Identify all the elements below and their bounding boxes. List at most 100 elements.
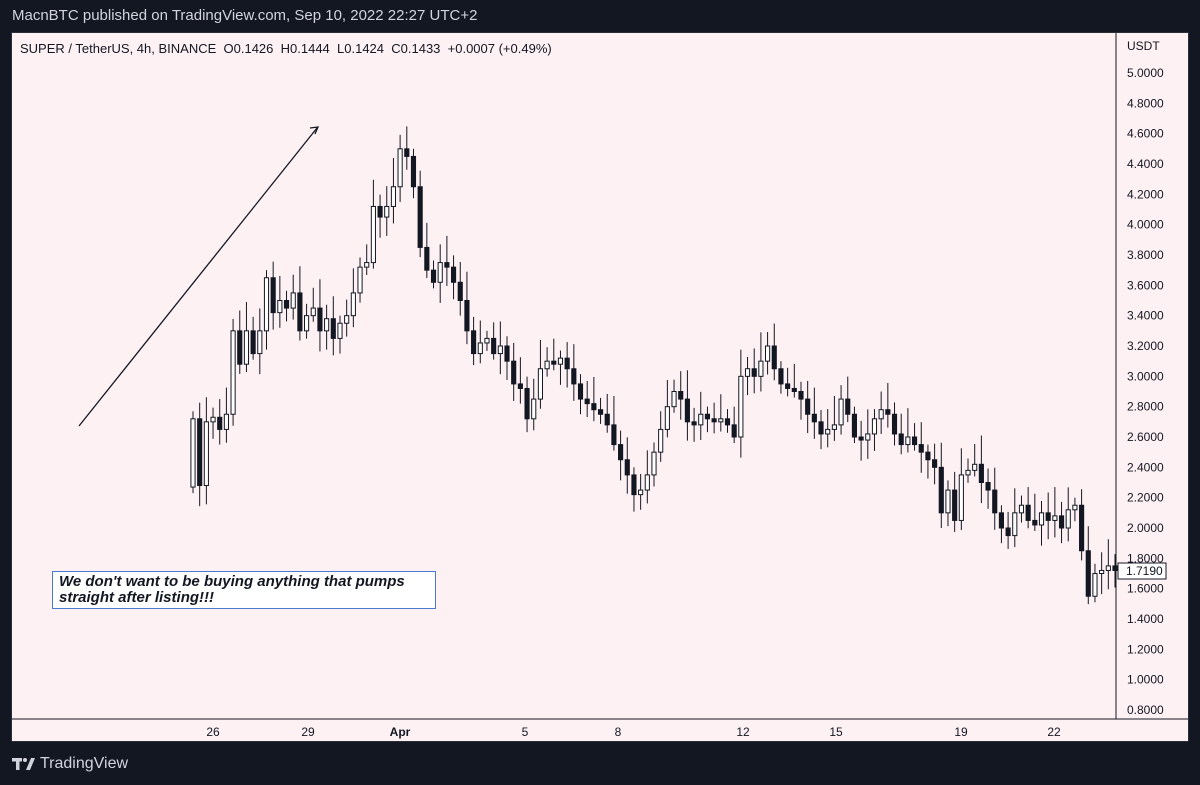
candle-body[interactable]	[611, 424, 617, 446]
candle-body[interactable]	[1025, 504, 1031, 521]
candle-body[interactable]	[851, 413, 858, 438]
candle-body[interactable]	[577, 383, 584, 400]
candle-body[interactable]	[925, 451, 931, 461]
candle-body[interactable]	[217, 416, 223, 430]
candle-body[interactable]	[744, 368, 751, 377]
candle-body[interactable]	[604, 413, 610, 426]
candle-body[interactable]	[691, 421, 697, 426]
candle-body[interactable]	[317, 307, 323, 332]
candle-body[interactable]	[805, 398, 811, 415]
candle-body[interactable]	[818, 421, 824, 435]
candle-body[interactable]	[711, 418, 717, 423]
candle-body[interactable]	[444, 262, 450, 268]
candle-body[interactable]	[858, 436, 864, 441]
candle-body[interactable]	[992, 489, 998, 514]
candle-body[interactable]	[584, 398, 590, 405]
candle-body[interactable]	[277, 300, 283, 314]
candle-body[interactable]	[524, 387, 530, 420]
candle-body[interactable]	[457, 281, 463, 302]
candle-body[interactable]	[190, 418, 196, 488]
candle-body[interactable]	[891, 413, 898, 435]
candle-body[interactable]	[597, 409, 604, 415]
candle-body[interactable]	[410, 155, 417, 188]
candle-body[interactable]	[344, 315, 350, 324]
candle-body[interactable]	[698, 413, 704, 426]
candle-body[interactable]	[898, 433, 904, 446]
candle-body[interactable]	[1005, 527, 1011, 537]
candle-body[interactable]	[1052, 515, 1058, 521]
candle-body[interactable]	[671, 391, 677, 408]
candle-body[interactable]	[471, 330, 477, 355]
candle-body[interactable]	[557, 357, 564, 365]
candle-body[interactable]	[564, 357, 570, 370]
annotation-note[interactable]: We don't want to be buying anything that…	[52, 571, 436, 609]
candle-body[interactable]	[250, 330, 256, 355]
candle-body[interactable]	[972, 463, 978, 471]
candle-body[interactable]	[758, 360, 764, 377]
candle-body[interactable]	[1018, 504, 1025, 514]
candle-body[interactable]	[1105, 565, 1111, 571]
candle-body[interactable]	[945, 489, 951, 514]
candle-body[interactable]	[1038, 512, 1045, 526]
candle-body[interactable]	[257, 330, 263, 355]
candle-body[interactable]	[704, 413, 711, 420]
candle-body[interactable]	[1072, 504, 1078, 511]
candle-body[interactable]	[230, 330, 236, 415]
candle-body[interactable]	[270, 277, 276, 314]
candle-body[interactable]	[571, 368, 577, 385]
candle-body[interactable]	[905, 436, 911, 446]
candle-body[interactable]	[384, 205, 390, 218]
candle-body[interactable]	[450, 266, 457, 283]
candle-body[interactable]	[978, 463, 984, 483]
trend-arrow-line[interactable]	[78, 127, 318, 427]
candle-body[interactable]	[464, 300, 470, 332]
candle-body[interactable]	[437, 262, 443, 283]
candle-body[interactable]	[1092, 573, 1098, 597]
candle-body[interactable]	[324, 318, 330, 332]
candle-body[interactable]	[531, 398, 537, 420]
candle-body[interactable]	[871, 418, 878, 435]
candle-body[interactable]	[831, 424, 837, 430]
candle-body[interactable]	[838, 398, 844, 426]
candle-body[interactable]	[651, 451, 657, 476]
candle-body[interactable]	[718, 418, 724, 423]
candle-body[interactable]	[1032, 519, 1038, 526]
candle-body[interactable]	[724, 418, 731, 426]
candle-body[interactable]	[765, 345, 771, 362]
candle-body[interactable]	[357, 266, 363, 294]
candle-body[interactable]	[1012, 512, 1018, 537]
candle-body[interactable]	[237, 330, 243, 365]
candle-body[interactable]	[618, 444, 624, 461]
candle-body[interactable]	[1045, 512, 1051, 521]
candle-body[interactable]	[1065, 509, 1071, 529]
candle-body[interactable]	[731, 424, 737, 438]
candle-body[interactable]	[424, 246, 430, 271]
candle-body[interactable]	[932, 459, 938, 468]
candle-body[interactable]	[771, 345, 777, 370]
candle-body[interactable]	[791, 387, 797, 393]
candle-body[interactable]	[631, 474, 637, 496]
candle-body[interactable]	[497, 345, 503, 355]
candle-body[interactable]	[310, 307, 316, 317]
candle-body[interactable]	[985, 482, 991, 491]
candle-body[interactable]	[337, 322, 343, 339]
candle-body[interactable]	[751, 368, 757, 377]
candle-body[interactable]	[644, 474, 650, 491]
candle-body[interactable]	[658, 428, 664, 453]
candle-body[interactable]	[297, 292, 303, 332]
chart-area[interactable]: USDT 5.0000 4.8000 4.6000 4.4000 4.2000 4.000…	[11, 32, 1189, 742]
candle-body[interactable]	[738, 375, 744, 438]
candle-body[interactable]	[491, 337, 497, 355]
candle-body[interactable]	[1058, 515, 1065, 529]
candle-body[interactable]	[350, 292, 356, 317]
candle-body[interactable]	[430, 269, 437, 283]
candle-body[interactable]	[537, 368, 543, 400]
candle-body[interactable]	[785, 383, 791, 389]
candle-body[interactable]	[798, 391, 804, 400]
candle-body[interactable]	[678, 391, 684, 400]
candle-body[interactable]	[684, 398, 690, 423]
candle-body[interactable]	[203, 421, 209, 487]
candle-body[interactable]	[811, 413, 817, 423]
price-chart[interactable]: USDT 5.0000 4.8000 4.6000 4.4000 4.2000 4.000…	[12, 33, 1188, 741]
candle-body[interactable]	[998, 512, 1004, 529]
